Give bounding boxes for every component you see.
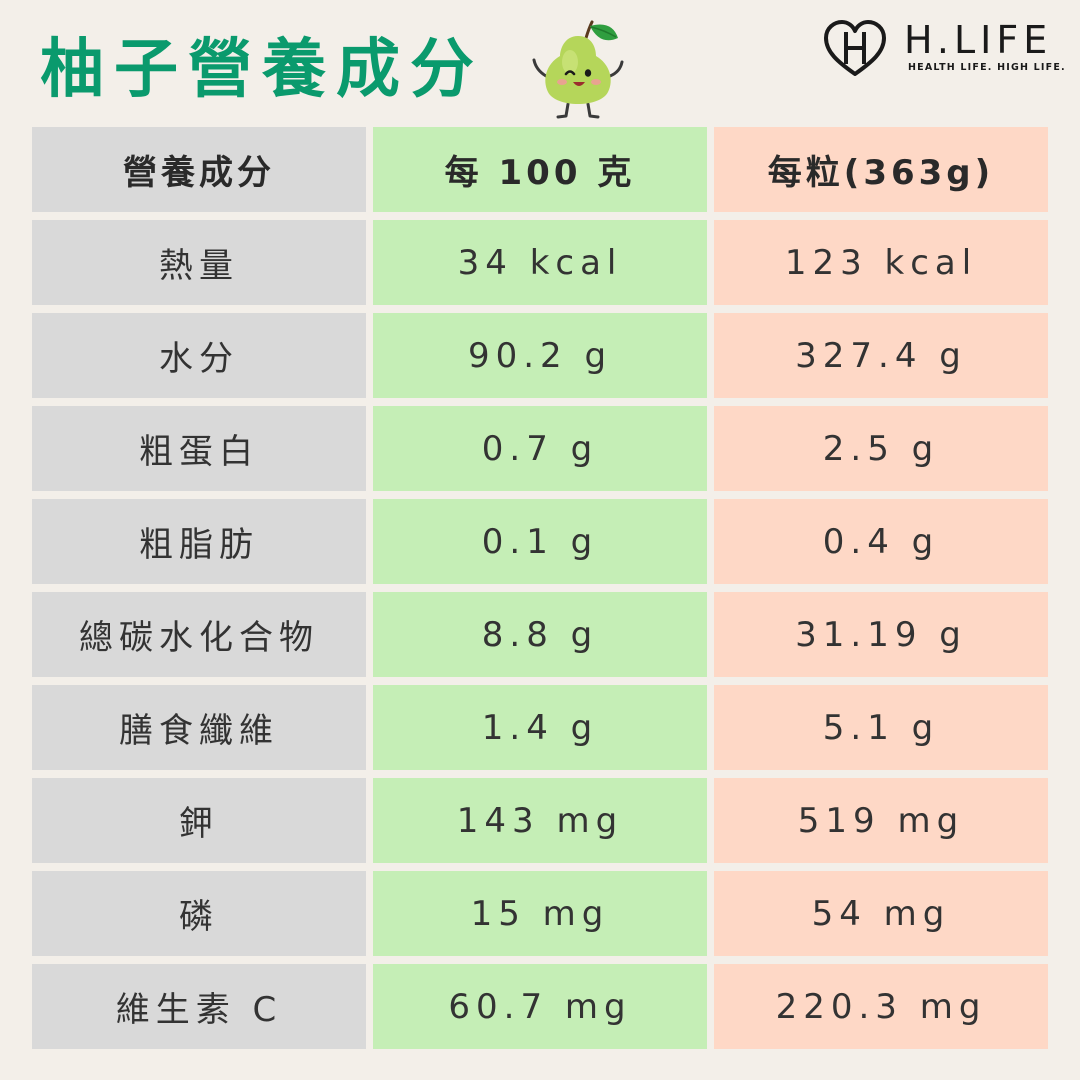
row-per-fruit-value: 220.3 mg [714, 964, 1048, 1049]
nutrition-table: 營養成分 每 100 克 每粒(363g) 熱量 34 kcal 123 kca… [32, 127, 1048, 1049]
row-per-100g-value: 0.7 g [373, 406, 707, 491]
row-per-fruit-value: 519 mg [714, 778, 1048, 863]
row-per-fruit-value: 2.5 g [714, 406, 1048, 491]
row-per-fruit-value: 5.1 g [714, 685, 1048, 770]
heart-h-logo-icon [824, 20, 886, 76]
header-per-100g: 每 100 克 [373, 127, 707, 212]
row-per-100g-value: 8.8 g [373, 592, 707, 677]
row-per-100g-value: 60.7 mg [373, 964, 707, 1049]
row-per-100g-value: 15 mg [373, 871, 707, 956]
row-nutrient-name: 磷 [32, 871, 366, 956]
brand-logo: H.LIFE HEALTH LIFE. HIGH LIFE. [822, 18, 1065, 78]
header-nutrient: 營養成分 [32, 127, 366, 212]
row-per-100g-value: 34 kcal [373, 220, 707, 305]
pomelo-mascot-icon [526, 16, 630, 120]
row-nutrient-name: 粗脂肪 [32, 499, 366, 584]
row-nutrient-name: 水分 [32, 313, 366, 398]
row-per-fruit-value: 31.19 g [714, 592, 1048, 677]
row-per-100g-value: 143 mg [373, 778, 707, 863]
row-nutrient-name: 熱量 [32, 220, 366, 305]
brand-name: H.LIFE [904, 18, 1053, 62]
brand-tagline: HEALTH LIFE. HIGH LIFE. [908, 62, 1066, 73]
row-nutrient-name: 總碳水化合物 [32, 592, 366, 677]
row-per-100g-value: 0.1 g [373, 499, 707, 584]
row-nutrient-name: 膳食纖維 [32, 685, 366, 770]
row-nutrient-name: 維生素 C [32, 964, 366, 1049]
header-per-fruit: 每粒(363g) [714, 127, 1048, 212]
row-per-100g-value: 90.2 g [373, 313, 707, 398]
row-per-fruit-value: 0.4 g [714, 499, 1048, 584]
row-per-100g-value: 1.4 g [373, 685, 707, 770]
row-per-fruit-value: 123 kcal [714, 220, 1048, 305]
row-nutrient-name: 鉀 [32, 778, 366, 863]
row-nutrient-name: 粗蛋白 [32, 406, 366, 491]
row-per-fruit-value: 327.4 g [714, 313, 1048, 398]
row-per-fruit-value: 54 mg [714, 871, 1048, 956]
page-title: 柚子營養成分 [40, 33, 484, 107]
